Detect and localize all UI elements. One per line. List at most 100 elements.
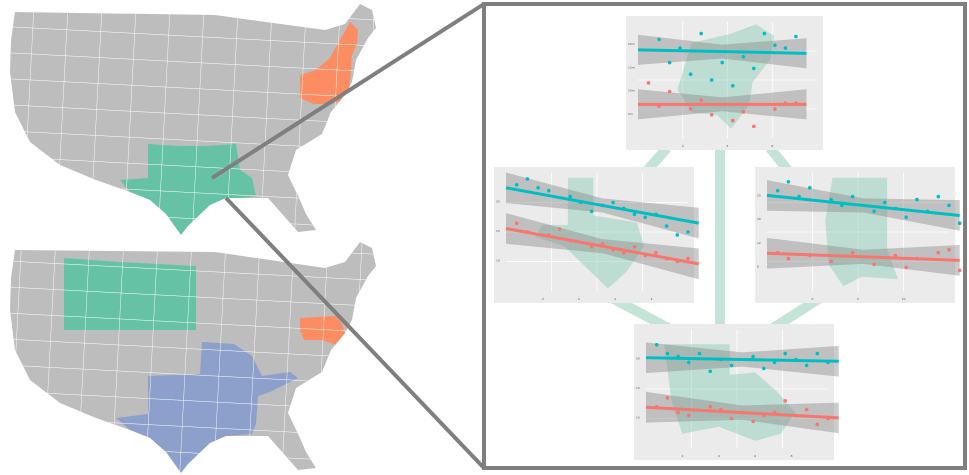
- data-point: [786, 256, 791, 261]
- data-point: [729, 363, 734, 368]
- data-point: [957, 221, 962, 225]
- data-point: [741, 55, 746, 59]
- trend-line: [637, 48, 807, 55]
- data-point: [632, 212, 637, 217]
- data-point: [872, 209, 876, 214]
- data-point: [678, 46, 682, 50]
- data-point: [957, 268, 962, 273]
- data-point: [664, 224, 669, 228]
- trend-line: [645, 356, 839, 363]
- data-point: [783, 46, 788, 50]
- data-point: [786, 180, 791, 184]
- data-point: [525, 177, 530, 181]
- y-tick-label: 16: [757, 217, 761, 221]
- y-tick-label: 20: [757, 194, 761, 198]
- data-point: [936, 250, 941, 255]
- x-tick-label: 8: [791, 454, 793, 458]
- y-tick-label: 5m: [628, 112, 633, 116]
- data-point: [829, 197, 833, 202]
- x-tick-label: 0: [812, 297, 814, 301]
- x-tick-label: 2: [614, 297, 616, 301]
- data-point: [686, 230, 690, 234]
- data-point: [752, 124, 756, 129]
- x-tick-label: -2: [541, 297, 544, 301]
- data-point: [686, 256, 690, 261]
- state-silhouette-texas: [535, 177, 645, 289]
- scatter-panel-bottom-louisiana: 2 4 6 8 20 15 10: [634, 324, 839, 460]
- data-point: [904, 215, 908, 220]
- y-tick-label: 20: [496, 200, 500, 204]
- data-point: [687, 360, 691, 365]
- data-point: [589, 209, 594, 214]
- x-tick-label: 4: [727, 144, 729, 148]
- data-point: [699, 98, 703, 103]
- y-tick-label: 8: [757, 264, 759, 268]
- data-point: [773, 107, 777, 111]
- y-tick-label: 10: [496, 259, 500, 263]
- data-point: [808, 186, 812, 190]
- data-point: [654, 343, 659, 347]
- data-point: [872, 262, 876, 267]
- data-point: [675, 233, 680, 237]
- data-point: [783, 351, 787, 356]
- data-point: [622, 250, 626, 255]
- trend-line: [766, 193, 960, 217]
- data-point: [667, 89, 672, 94]
- trend-line: [766, 251, 960, 262]
- data-point: [731, 84, 735, 88]
- data-point: [773, 43, 777, 47]
- data-point: [688, 107, 693, 111]
- panel-background: [494, 167, 694, 303]
- data-point: [762, 366, 766, 371]
- data-point: [697, 351, 702, 356]
- data-point: [568, 194, 572, 199]
- data-point: [589, 245, 594, 249]
- data-point: [804, 363, 809, 368]
- scatter-panel-middle-left-texas: -2 0 2 4 20 15 10: [494, 167, 699, 303]
- trend-line: [645, 405, 839, 420]
- data-point: [731, 118, 735, 123]
- data-point: [646, 81, 651, 85]
- data-point: [547, 188, 551, 193]
- data-point: [514, 221, 519, 225]
- trend-line: [505, 186, 699, 225]
- panel-background: [634, 324, 834, 460]
- data-point: [947, 247, 951, 252]
- data-point: [514, 183, 519, 187]
- data-point: [720, 60, 724, 65]
- x-tick-label: 0: [578, 297, 580, 301]
- data-point: [947, 203, 951, 208]
- y-tick-label: 15m: [628, 65, 635, 69]
- y-tick-label: 20: [636, 357, 640, 361]
- x-tick-label: 6: [771, 144, 773, 148]
- x-tick-label: 4: [651, 297, 653, 301]
- trend-line: [505, 226, 699, 266]
- data-point: [751, 419, 755, 424]
- data-point: [729, 416, 734, 421]
- us-map-bottom: [10, 242, 376, 473]
- data-point: [752, 66, 756, 71]
- data-point: [794, 34, 798, 39]
- scatter-panel-middle-right-mississippi: 0 5 10 20 16 12 8: [755, 167, 962, 303]
- y-tick-label: 20m: [628, 42, 635, 46]
- x-tick-label: 2: [682, 144, 684, 148]
- data-point: [611, 200, 615, 205]
- data-point: [654, 250, 658, 255]
- data-point: [815, 351, 820, 356]
- scatter-panels: 2 4 6 20m 15m 10m 5m -2 0 2 4 20 15 10 0 5 10 20 16 12 8 2 4 6 8…: [494, 16, 962, 460]
- data-point: [709, 78, 714, 82]
- data-point: [883, 200, 887, 205]
- data-point: [815, 422, 820, 427]
- data-point: [676, 410, 680, 415]
- y-tick-label: 15: [636, 386, 640, 390]
- data-point: [536, 186, 540, 190]
- data-point: [699, 31, 703, 36]
- x-tick-label: 6: [754, 454, 756, 458]
- zoom-line-upper: [210, 2, 486, 180]
- data-point: [775, 188, 780, 193]
- data-point: [741, 110, 746, 114]
- y-tick-label: 15: [496, 229, 500, 233]
- data-point: [665, 351, 670, 356]
- y-tick-label: 10m: [628, 89, 635, 93]
